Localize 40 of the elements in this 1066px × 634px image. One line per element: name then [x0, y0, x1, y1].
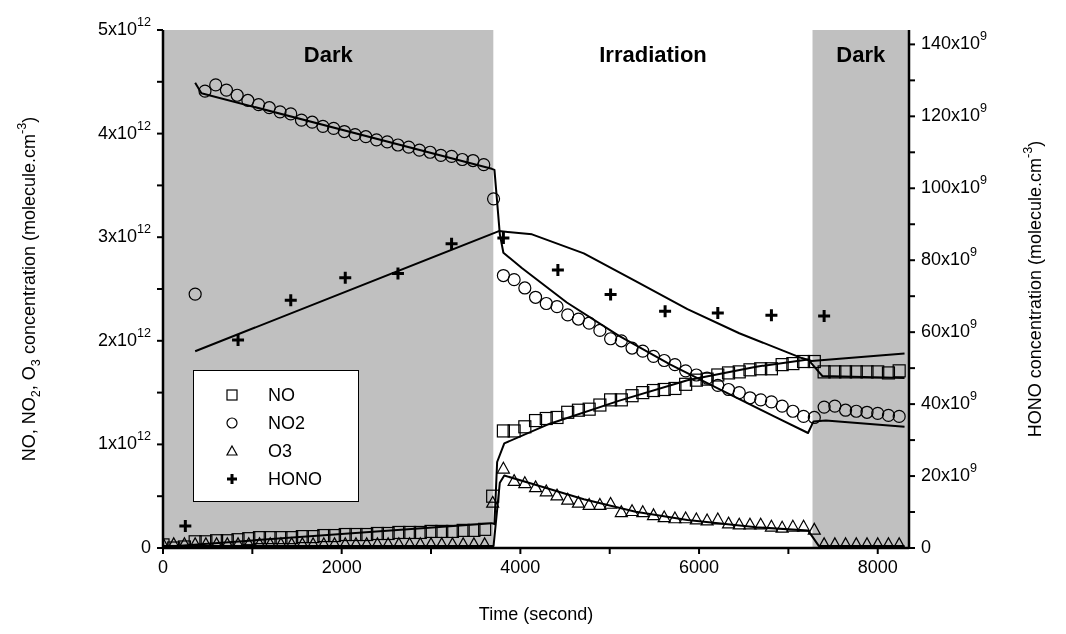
y-tick-label: 1x10$^{12}$: [97, 429, 151, 454]
x-tick-label: 2000: [321, 556, 362, 577]
x-axis-title: Time (second): [478, 604, 594, 624]
legend-label: NO: [268, 384, 295, 406]
x-tick-label: 4000: [500, 556, 541, 577]
y2-tick-label: 20x10$^{9}$: [921, 461, 978, 485]
legend-label: O3: [268, 440, 293, 462]
legend-label: HONO: [268, 468, 322, 490]
point: [763, 307, 779, 323]
point: [177, 518, 193, 534]
point: [710, 305, 726, 321]
band-label: Dark: [303, 41, 354, 67]
x-tick-label: 6000: [679, 556, 720, 577]
point: [230, 332, 246, 348]
point: [337, 270, 353, 286]
point: [816, 308, 832, 324]
y2-tick-label: 40x10$^{9}$: [921, 389, 978, 413]
y2-tick-label: 120x10$^{9}$: [921, 101, 988, 126]
y2-tick-label: 100x10$^{9}$: [921, 173, 988, 198]
y2-tick-label: 0: [921, 536, 932, 557]
y2-tick-label: 60x10$^{9}$: [921, 317, 978, 341]
y-tick-label: 3x10$^{12}$: [97, 222, 151, 246]
y-tick-label: 5x10$^{12}$: [97, 15, 151, 39]
band-label: Irradiation: [599, 41, 707, 67]
x-tick-label: 0: [157, 556, 169, 577]
y-tick-label: 0: [140, 536, 151, 557]
point: [283, 292, 299, 308]
band-label: Dark: [836, 41, 886, 67]
point: [444, 236, 460, 252]
point: [495, 230, 511, 246]
y-tick-label: 2x10$^{12}$: [97, 326, 151, 350]
y-tick-label: 4x10$^{12}$: [97, 118, 151, 143]
point: [603, 286, 619, 302]
x-tick-label: 8000: [857, 556, 898, 577]
point: [550, 262, 566, 278]
y2-tick-label: 80x10$^{9}$: [921, 245, 978, 269]
legend-label: NO2: [268, 412, 306, 434]
y2-tick-label: 140x10$^{9}$: [921, 29, 988, 54]
point: [657, 303, 673, 319]
point: [390, 266, 406, 282]
